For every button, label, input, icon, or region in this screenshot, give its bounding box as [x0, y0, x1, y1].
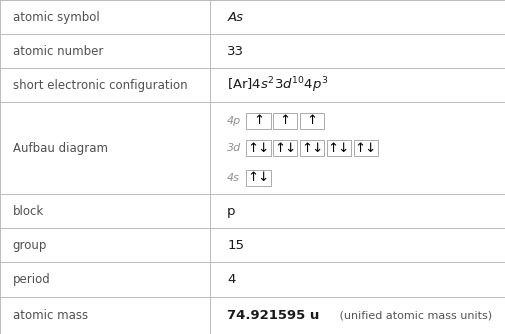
Bar	[273, 140, 297, 156]
Text: p: p	[227, 205, 236, 218]
Bar	[354, 140, 378, 156]
Text: atomic number: atomic number	[13, 45, 103, 58]
Bar	[327, 140, 351, 156]
Text: block: block	[13, 205, 44, 218]
Text: 3d: 3d	[227, 143, 241, 153]
Text: 33: 33	[227, 45, 244, 58]
Bar	[273, 113, 297, 129]
Text: period: period	[13, 273, 51, 286]
Text: (unified atomic mass units): (unified atomic mass units)	[336, 310, 492, 320]
Text: ↑: ↑	[280, 114, 291, 127]
Text: 4p: 4p	[227, 116, 241, 126]
Text: ↑↓: ↑↓	[274, 142, 296, 155]
Text: atomic mass: atomic mass	[13, 309, 88, 322]
Text: ↑: ↑	[253, 114, 264, 127]
Text: ↑↓: ↑↓	[247, 171, 270, 184]
Text: ↑↓: ↑↓	[301, 142, 323, 155]
Text: As: As	[227, 11, 243, 24]
Text: Aufbau diagram: Aufbau diagram	[13, 142, 108, 155]
Bar	[300, 140, 324, 156]
Text: ↑↓: ↑↓	[328, 142, 350, 155]
Text: 4: 4	[227, 273, 236, 286]
Text: 74.921595 u: 74.921595 u	[227, 309, 320, 322]
Text: ↑↓: ↑↓	[355, 142, 377, 155]
Text: 4s: 4s	[227, 173, 240, 183]
Bar	[246, 170, 271, 186]
Text: ↑↓: ↑↓	[247, 142, 270, 155]
Text: ↑: ↑	[307, 114, 318, 127]
Text: group: group	[13, 239, 47, 252]
Text: atomic symbol: atomic symbol	[13, 11, 99, 24]
Text: short electronic configuration: short electronic configuration	[13, 79, 187, 92]
Bar	[300, 113, 324, 129]
Text: 15: 15	[227, 239, 244, 252]
Text: $\mathregular{[Ar]4}s^{\mathregular{2}}\mathregular{3}d^{\mathregular{10}}\mathr: $\mathregular{[Ar]4}s^{\mathregular{2}}\…	[227, 75, 329, 95]
Bar	[246, 140, 271, 156]
Bar	[246, 113, 271, 129]
